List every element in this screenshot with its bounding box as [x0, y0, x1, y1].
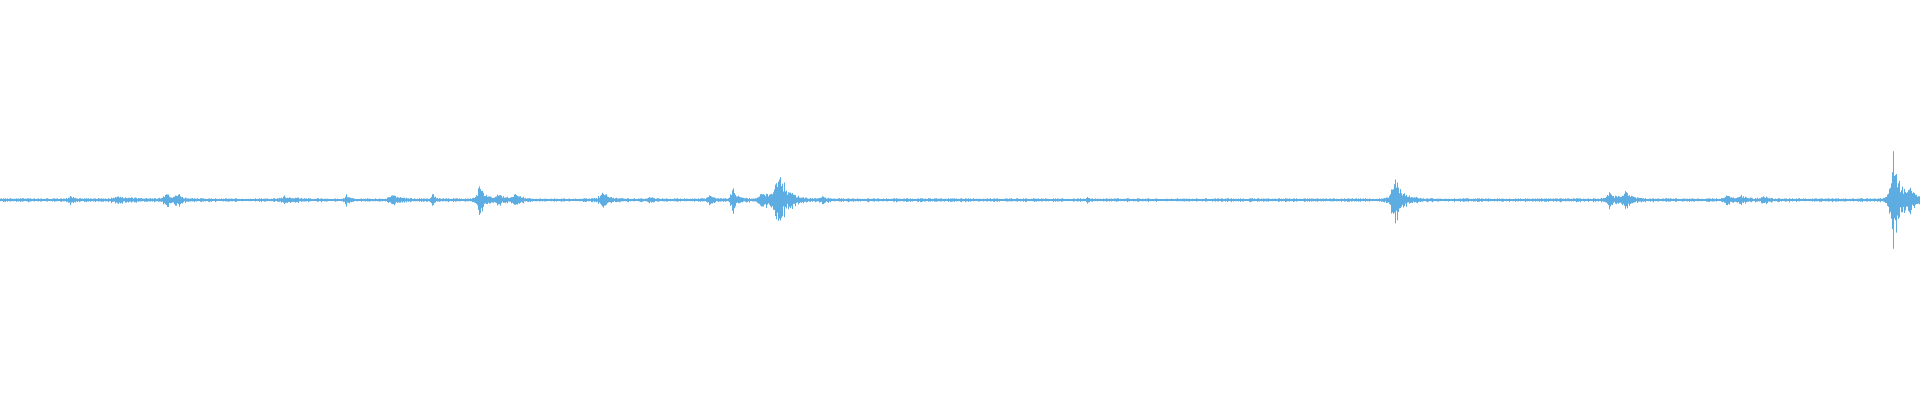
- waveform-trace: [0, 151, 1920, 249]
- waveform-bars: [0, 151, 1920, 249]
